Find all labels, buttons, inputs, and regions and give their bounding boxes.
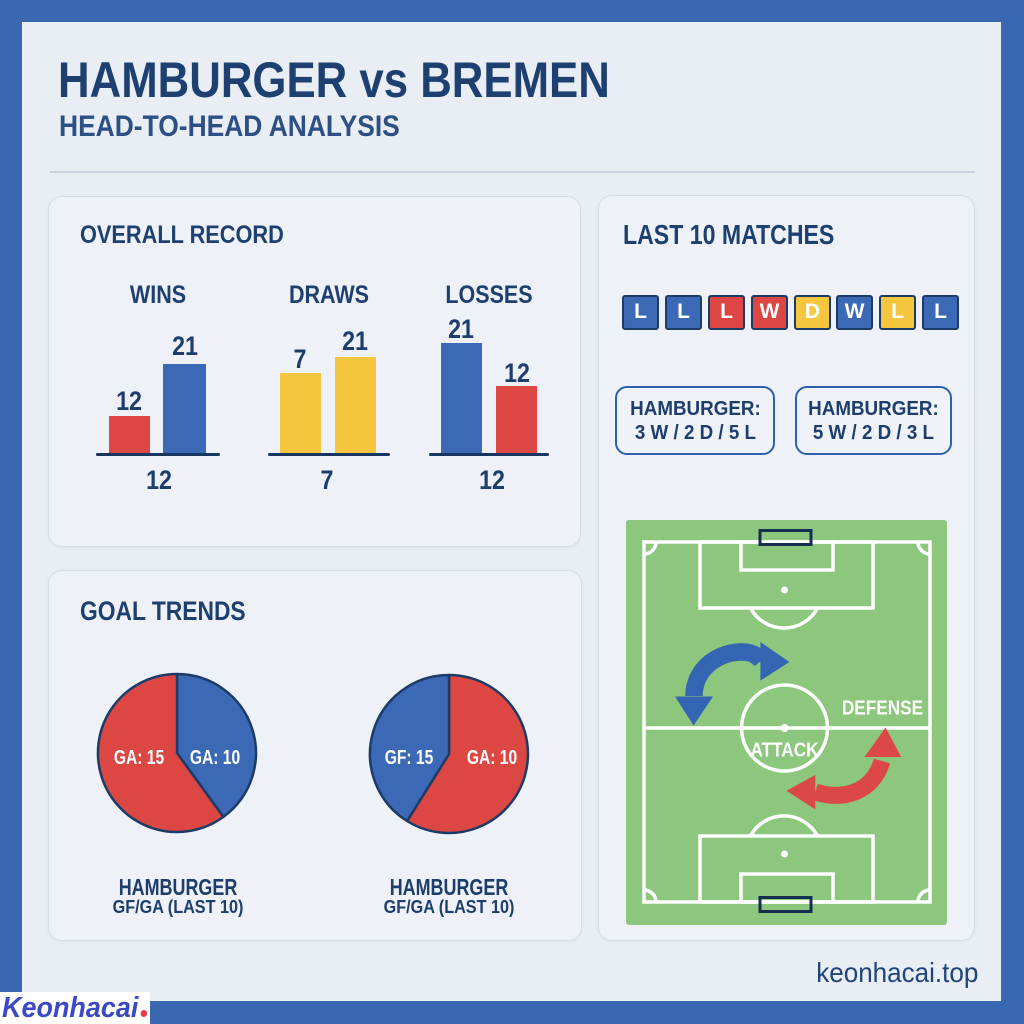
svg-text:DEFENSE: DEFENSE [842, 696, 923, 719]
svg-text:ATTACK: ATTACK [750, 738, 819, 761]
